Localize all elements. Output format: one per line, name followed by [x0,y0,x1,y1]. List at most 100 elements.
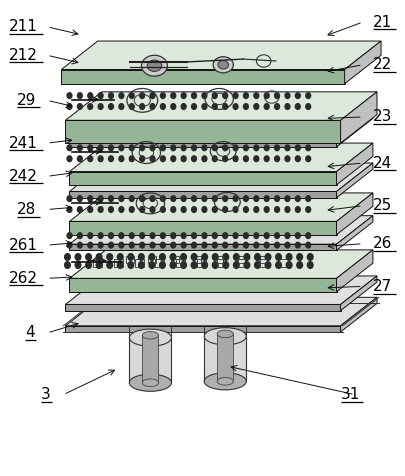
Circle shape [75,254,81,260]
Circle shape [222,156,227,161]
Circle shape [108,156,113,161]
Circle shape [253,196,258,201]
Circle shape [264,254,270,260]
Circle shape [274,196,279,201]
Ellipse shape [217,377,233,385]
Circle shape [64,262,70,268]
Circle shape [305,145,310,151]
Circle shape [243,242,248,248]
Circle shape [181,104,185,109]
Circle shape [160,196,165,201]
Circle shape [170,262,175,268]
Circle shape [181,242,185,248]
Circle shape [191,156,196,161]
Circle shape [191,242,196,248]
Circle shape [191,207,196,212]
Circle shape [191,93,196,99]
Polygon shape [69,193,372,221]
Circle shape [117,254,123,260]
Circle shape [274,104,279,109]
Circle shape [171,145,175,151]
Polygon shape [69,250,372,278]
Circle shape [108,104,113,109]
Circle shape [295,207,300,212]
Circle shape [253,233,258,238]
Circle shape [129,156,134,161]
Circle shape [98,196,103,201]
Circle shape [222,93,227,99]
Circle shape [212,156,217,161]
Circle shape [67,196,72,201]
Circle shape [64,254,70,260]
Circle shape [243,262,249,268]
Circle shape [222,233,227,238]
Circle shape [181,207,185,212]
Circle shape [139,93,144,99]
Circle shape [243,207,248,212]
Circle shape [107,254,112,260]
Text: 3: 3 [41,387,51,402]
Polygon shape [336,163,372,198]
Circle shape [67,242,72,248]
Polygon shape [69,141,336,147]
Circle shape [77,196,82,201]
Bar [126,256,134,263]
Circle shape [129,196,134,201]
Circle shape [232,196,237,201]
Circle shape [159,254,165,260]
Bar [258,259,267,268]
Circle shape [284,145,289,151]
Circle shape [254,262,260,268]
Circle shape [212,93,217,99]
Polygon shape [69,143,372,171]
Circle shape [171,207,175,212]
Circle shape [286,254,291,260]
Circle shape [264,262,270,268]
Circle shape [67,207,72,212]
Circle shape [150,145,155,151]
Circle shape [295,233,300,238]
Bar [176,259,185,268]
Circle shape [67,93,72,99]
Circle shape [191,262,196,268]
Circle shape [253,242,258,248]
Circle shape [108,242,113,248]
Circle shape [150,104,155,109]
Circle shape [119,233,124,238]
Circle shape [253,104,258,109]
Circle shape [77,145,82,151]
Circle shape [305,242,310,248]
Circle shape [117,262,123,268]
Text: 242: 242 [9,169,38,184]
Polygon shape [336,193,372,235]
Text: 23: 23 [372,109,391,125]
Circle shape [253,156,258,161]
Circle shape [150,93,155,99]
Circle shape [222,242,227,248]
Circle shape [295,196,300,201]
Circle shape [264,207,269,212]
Circle shape [253,207,258,212]
Circle shape [119,145,124,151]
Circle shape [222,207,227,212]
Bar [93,259,102,268]
Polygon shape [69,171,336,185]
Bar [192,256,200,263]
Circle shape [295,93,300,99]
Circle shape [77,93,82,99]
Circle shape [67,233,72,238]
Circle shape [98,145,103,151]
Circle shape [171,196,175,201]
Circle shape [243,233,248,238]
Circle shape [264,242,269,248]
Circle shape [129,207,134,212]
Circle shape [212,104,217,109]
Circle shape [108,207,113,212]
Circle shape [129,242,134,248]
Text: 212: 212 [9,48,38,63]
Circle shape [254,254,260,260]
Circle shape [87,196,92,201]
Bar [204,336,246,381]
Circle shape [159,262,165,268]
Circle shape [180,254,186,260]
